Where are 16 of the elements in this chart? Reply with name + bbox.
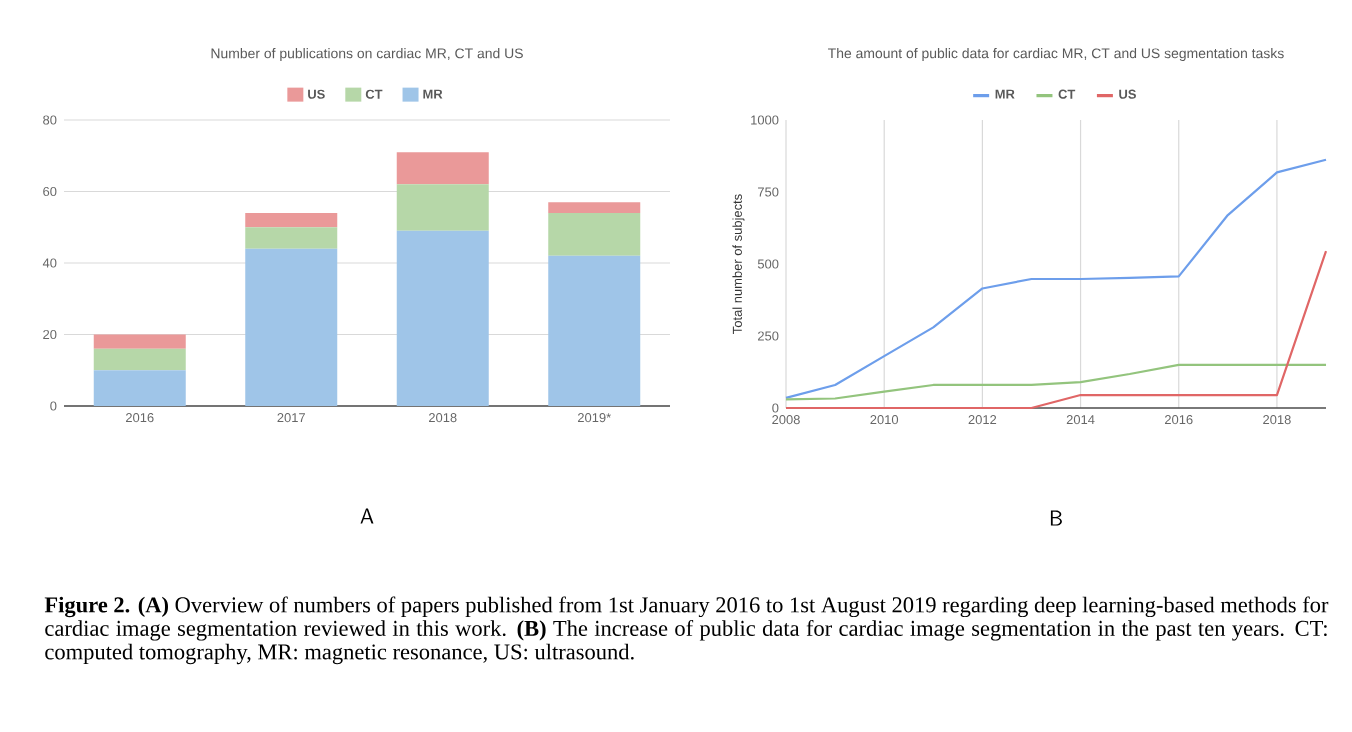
bar <box>396 152 489 185</box>
text: B <box>1050 510 1062 526</box>
text: A <box>360 508 374 524</box>
line-series <box>784 158 1328 400</box>
bar <box>93 370 186 407</box>
bar <box>548 255 641 407</box>
bar <box>396 230 489 407</box>
text: Figure 2. (A) Overview of numbers of papers published from 1st January 2016 to 1st August 2019 regarding deep learning-based methods for cardiac image segmentation reviewed in this work. (B) The increase of public data for cardiac image segmentation in the past ten years. CT: computed tomography, MR: magnetic resonance, US: ultrasound. <box>44 596 1329 665</box>
bar <box>93 348 186 371</box>
bar <box>245 248 338 407</box>
bar <box>245 227 338 249</box>
bar <box>548 202 641 213</box>
bar <box>245 212 338 228</box>
bar <box>396 184 489 231</box>
bar <box>93 334 186 349</box>
bar <box>548 212 641 256</box>
